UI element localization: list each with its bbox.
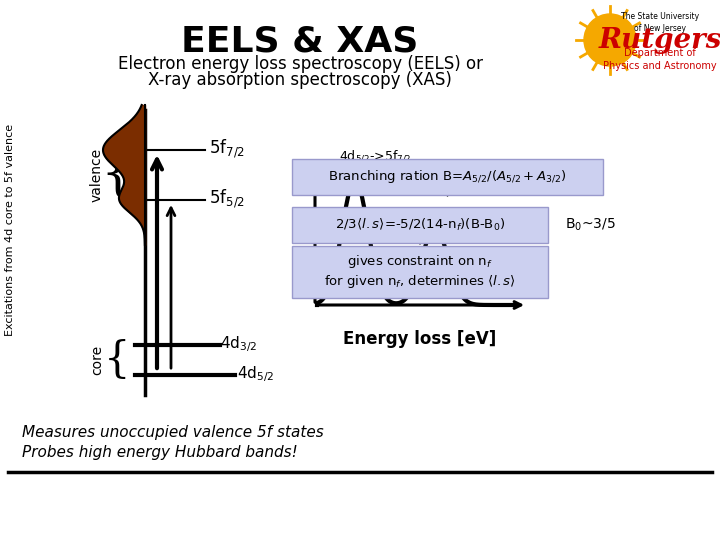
Text: 4d$_{5/2}$: 4d$_{5/2}$ <box>237 364 274 384</box>
FancyBboxPatch shape <box>292 159 603 195</box>
Text: 4d$_{3/2}$: 4d$_{3/2}$ <box>220 334 257 354</box>
Text: The State University
of New Jersey: The State University of New Jersey <box>621 12 699 33</box>
Text: Probes high energy Hubbard bands!: Probes high energy Hubbard bands! <box>22 444 298 460</box>
Text: Rutgers: Rutgers <box>598 27 720 54</box>
Text: 2/3$\langle\mathit{l.s}\rangle$=-5/2(14-n$_f$)(B-B$_0$): 2/3$\langle\mathit{l.s}\rangle$=-5/2(14-… <box>335 217 505 233</box>
Text: {: { <box>104 339 130 381</box>
Text: {: { <box>100 150 134 200</box>
Text: 4d$_{5/2}$->5f$_{7/2}$: 4d$_{5/2}$->5f$_{7/2}$ <box>339 148 411 164</box>
FancyBboxPatch shape <box>292 207 548 243</box>
FancyBboxPatch shape <box>292 246 548 298</box>
Text: X-ray absorption spectroscopy (XAS): X-ray absorption spectroscopy (XAS) <box>148 71 452 89</box>
Text: Branching ration B=$A_{5/2}$/$\mathit{(A_{5/2}+A_{3/2})}$: Branching ration B=$A_{5/2}$/$\mathit{(A… <box>328 168 567 185</box>
Text: gives constraint on n$_f$: gives constraint on n$_f$ <box>347 253 493 269</box>
Text: core: core <box>90 345 104 375</box>
Text: EELS & XAS: EELS & XAS <box>181 25 419 59</box>
Text: B$_0$~3/5: B$_0$~3/5 <box>565 217 616 233</box>
Text: Department of
Physics and Astronomy: Department of Physics and Astronomy <box>603 48 717 71</box>
Text: Energy loss [eV]: Energy loss [eV] <box>343 330 497 348</box>
Text: 4d$_{3/2}$->5f$_{5/2}$: 4d$_{3/2}$->5f$_{5/2}$ <box>463 168 536 184</box>
Text: Excitations from 4d core to 5f valence: Excitations from 4d core to 5f valence <box>5 124 15 336</box>
Text: 5f$_{5/2}$: 5f$_{5/2}$ <box>209 188 245 210</box>
Text: valence: valence <box>90 148 104 202</box>
Text: Core splitting~50eV: Core splitting~50eV <box>338 273 451 283</box>
Circle shape <box>584 14 636 66</box>
Text: Electron energy loss spectroscopy (EELS) or: Electron energy loss spectroscopy (EELS)… <box>117 55 482 73</box>
Text: 5f$_{7/2}$: 5f$_{7/2}$ <box>209 138 245 160</box>
Text: for given n$_f$, determines $\langle\mathit{l.s}\rangle$: for given n$_f$, determines $\langle\mat… <box>324 273 516 289</box>
Text: Measures unoccupied valence 5f states: Measures unoccupied valence 5f states <box>22 424 324 440</box>
